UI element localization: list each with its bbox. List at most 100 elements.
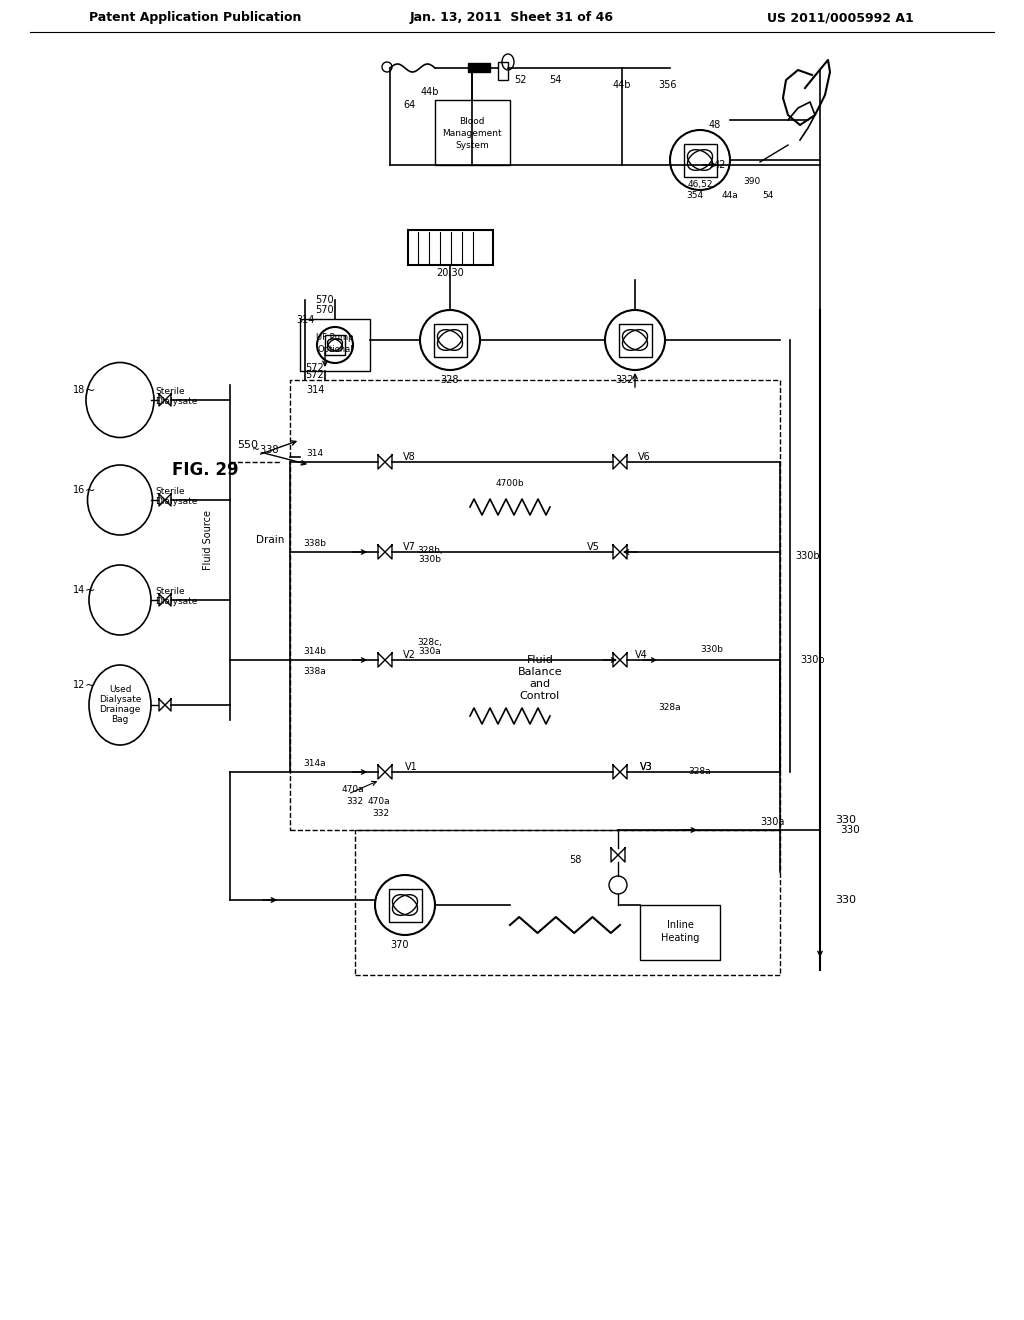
Bar: [325, 335, 345, 355]
Text: 314: 314: [306, 450, 324, 458]
Bar: [433, 323, 467, 356]
Text: 16: 16: [73, 484, 85, 495]
Text: V3: V3: [640, 762, 652, 772]
Bar: [498, 62, 508, 81]
Text: 328a: 328a: [658, 702, 681, 711]
Text: 328: 328: [440, 375, 459, 385]
Text: 332: 332: [372, 809, 389, 818]
Text: Patent Application Publication: Patent Application Publication: [89, 12, 301, 25]
Text: Balance: Balance: [518, 667, 562, 677]
Text: 330: 330: [835, 814, 856, 825]
Text: Drainage: Drainage: [99, 705, 140, 714]
Bar: [300, 319, 370, 371]
Text: V6: V6: [638, 451, 650, 462]
Text: ~338: ~338: [252, 445, 279, 455]
Text: V3: V3: [640, 762, 652, 772]
Text: 54: 54: [762, 190, 774, 199]
Text: 328a: 328a: [689, 767, 712, 776]
Text: Sterile: Sterile: [155, 388, 184, 396]
Text: Fluid Source: Fluid Source: [203, 510, 213, 570]
Text: 356: 356: [658, 81, 677, 90]
Bar: [408, 230, 493, 265]
Text: 550: 550: [238, 440, 258, 450]
Text: 330: 330: [840, 825, 860, 836]
Text: 370: 370: [391, 940, 410, 950]
Text: ~: ~: [85, 483, 95, 496]
Text: Bag: Bag: [112, 715, 129, 725]
Text: ~: ~: [85, 583, 95, 597]
Text: 314: 314: [297, 315, 315, 325]
Text: 314a: 314a: [304, 759, 327, 768]
Bar: [640, 906, 720, 960]
Text: ~: ~: [85, 678, 95, 692]
Text: 44b: 44b: [612, 81, 631, 90]
Text: 64: 64: [403, 100, 416, 110]
Text: V2: V2: [403, 649, 416, 660]
Text: 570: 570: [315, 305, 334, 315]
Text: 470a: 470a: [342, 785, 365, 795]
Text: 338b: 338b: [303, 540, 327, 549]
Text: 14: 14: [73, 585, 85, 595]
Text: 572: 572: [305, 363, 325, 374]
Text: 332: 332: [346, 797, 364, 807]
Text: V4: V4: [635, 649, 648, 660]
Text: Dialysate: Dialysate: [98, 696, 141, 705]
Text: 314b: 314b: [303, 648, 327, 656]
Text: 42: 42: [714, 160, 726, 170]
Text: Optional: Optional: [317, 346, 353, 355]
Text: Jan. 13, 2011  Sheet 31 of 46: Jan. 13, 2011 Sheet 31 of 46: [410, 12, 614, 25]
Text: V8: V8: [403, 451, 416, 462]
Text: 330a: 330a: [760, 817, 784, 828]
Text: UF Pump: UF Pump: [316, 333, 353, 342]
Bar: [290, 380, 780, 830]
Text: V7: V7: [403, 543, 416, 552]
Text: and: and: [529, 678, 551, 689]
Text: 390: 390: [743, 177, 761, 186]
Text: 12: 12: [73, 680, 85, 690]
Text: 54: 54: [549, 75, 561, 84]
Text: Management: Management: [442, 128, 502, 137]
Text: 328b,: 328b,: [417, 545, 442, 554]
Text: 18: 18: [73, 385, 85, 395]
Text: Drain: Drain: [256, 535, 285, 545]
Text: Dialysate: Dialysate: [155, 397, 198, 407]
Text: 48: 48: [709, 120, 721, 129]
Text: 354: 354: [686, 190, 703, 199]
Bar: [468, 63, 490, 73]
Bar: [683, 144, 717, 177]
Text: Sterile: Sterile: [155, 487, 184, 496]
Text: 338a: 338a: [304, 668, 327, 676]
Text: V1: V1: [406, 762, 418, 772]
Text: 572: 572: [305, 370, 325, 380]
Text: Fluid: Fluid: [526, 655, 553, 665]
Text: Dialysate: Dialysate: [155, 498, 198, 507]
Text: 332: 332: [615, 375, 634, 385]
Text: ~: ~: [85, 384, 95, 396]
Text: 46,52: 46,52: [687, 181, 713, 190]
Text: Inline: Inline: [667, 920, 693, 931]
Text: 52: 52: [514, 75, 526, 84]
Text: US 2011/0005992 A1: US 2011/0005992 A1: [767, 12, 913, 25]
Text: Dialysate: Dialysate: [155, 598, 198, 606]
Text: 58: 58: [568, 855, 582, 865]
Bar: [355, 830, 780, 975]
Bar: [388, 888, 422, 921]
Bar: [618, 323, 651, 356]
Text: 328c,: 328c,: [418, 638, 442, 647]
Text: 44b: 44b: [421, 87, 439, 96]
Text: 4700b: 4700b: [496, 479, 524, 488]
Text: 470a: 470a: [368, 797, 390, 807]
Text: 330: 330: [835, 895, 856, 906]
Text: 570: 570: [315, 294, 334, 305]
Text: Sterile: Sterile: [155, 587, 184, 597]
Text: 314: 314: [306, 385, 325, 395]
Text: Control: Control: [520, 690, 560, 701]
Text: 330b: 330b: [795, 550, 819, 561]
Text: 330b: 330b: [419, 556, 441, 565]
Text: 330b: 330b: [700, 645, 723, 655]
Text: 44a: 44a: [722, 190, 738, 199]
Text: FIG. 29: FIG. 29: [172, 461, 239, 479]
Text: 20,30: 20,30: [436, 268, 464, 279]
Text: 330a: 330a: [419, 648, 441, 656]
Text: Used: Used: [109, 685, 131, 694]
